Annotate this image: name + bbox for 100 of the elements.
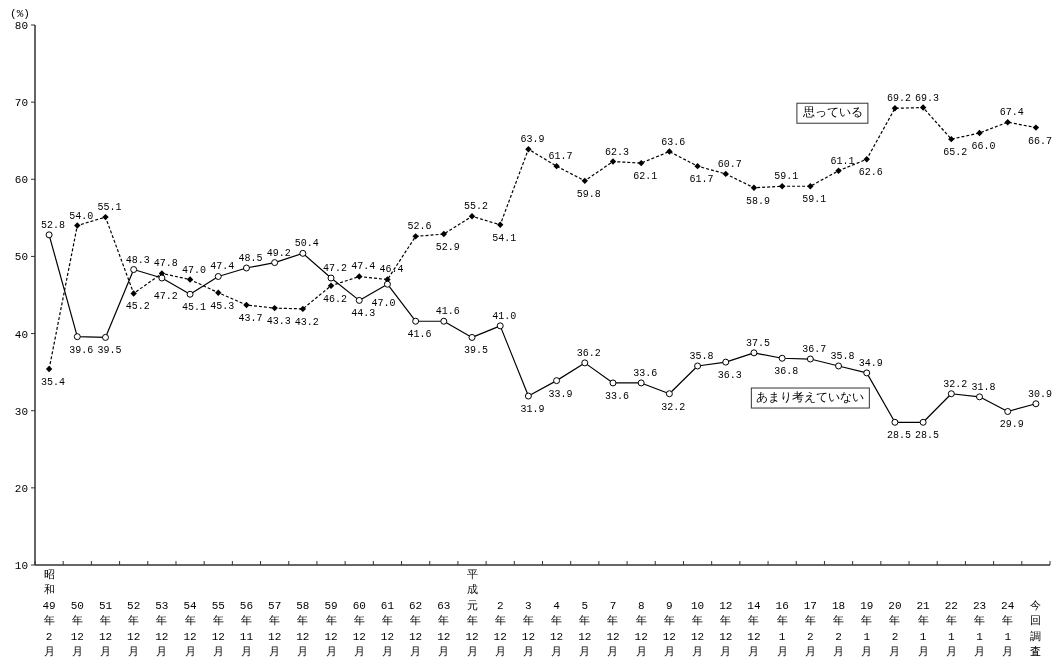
point	[919, 418, 927, 426]
data-label: 67.4	[999, 107, 1024, 119]
point	[722, 170, 729, 178]
point	[496, 322, 504, 330]
point	[694, 362, 702, 370]
point	[524, 392, 532, 400]
point	[694, 162, 701, 170]
point	[1004, 119, 1011, 126]
data-label: 45.3	[210, 300, 235, 312]
data-label: 34.9	[858, 357, 883, 369]
data-label: 47.8	[153, 258, 178, 270]
data-label: 66.7	[1027, 135, 1052, 147]
point	[750, 349, 758, 357]
point	[863, 156, 870, 163]
data-label: 41.0	[492, 310, 517, 322]
point	[637, 379, 645, 387]
data-label: 45.1	[182, 302, 207, 314]
data-label: 52.8	[41, 219, 66, 231]
data-label: 45.2	[125, 301, 150, 313]
data-label: 58.9	[745, 195, 770, 207]
point	[440, 317, 448, 325]
data-label: 55.2	[464, 201, 488, 213]
y-tick-label: 60	[14, 174, 28, 187]
point	[299, 305, 307, 313]
point	[807, 183, 814, 190]
point	[1032, 124, 1040, 131]
data-label: 33.6	[633, 367, 658, 379]
data-label: 65.2	[943, 147, 968, 159]
point	[356, 273, 363, 280]
y-tick-label: 80	[14, 20, 28, 32]
point	[891, 105, 899, 112]
point	[271, 304, 278, 312]
data-label: 61.7	[548, 151, 573, 163]
data-label: 52.6	[407, 221, 432, 233]
data-label: 46.4	[379, 264, 404, 276]
y-axis-title: (%)	[10, 8, 30, 20]
point	[73, 333, 81, 341]
data-label: 39.5	[464, 345, 488, 357]
data-label: 46.2	[323, 293, 348, 305]
data-label: 43.3	[266, 316, 291, 328]
point	[299, 249, 307, 257]
y-tick-label: 50	[14, 251, 28, 264]
data-label: 29.9	[999, 419, 1024, 431]
data-label: 47.0	[182, 264, 207, 276]
data-label: 31.8	[971, 381, 996, 393]
point	[778, 183, 786, 190]
data-label: 32.2	[661, 401, 686, 413]
point	[130, 266, 138, 274]
point	[102, 213, 109, 221]
data-label: 63.9	[520, 134, 545, 146]
data-label: 33.9	[548, 388, 573, 400]
data-label: 69.2	[886, 93, 911, 105]
point	[891, 418, 899, 426]
data-label: 59.1	[802, 194, 827, 206]
data-label: 41.6	[407, 329, 432, 341]
point	[666, 148, 673, 155]
data-label: 60.7	[717, 158, 742, 170]
data-label: 47.0	[371, 297, 396, 309]
data-label: 59.8	[576, 188, 601, 200]
point	[553, 377, 561, 385]
data-label: 47.4	[351, 261, 376, 273]
point	[948, 135, 955, 143]
data-label: 63.6	[661, 136, 686, 148]
point	[976, 393, 984, 401]
point	[440, 230, 448, 238]
y-tick-label: 10	[14, 560, 28, 572]
point	[327, 282, 335, 289]
point	[243, 301, 250, 309]
data-label: 43.7	[238, 313, 263, 325]
data-label: 62.3	[605, 146, 629, 158]
y-tick-label: 30	[14, 405, 28, 418]
data-label: 48.5	[238, 253, 263, 264]
data-label: 36.8	[774, 366, 799, 378]
point	[919, 104, 927, 111]
data-label: 54.0	[69, 210, 94, 222]
data-label: 35.8	[830, 350, 855, 362]
data-label: 36.2	[576, 347, 601, 359]
data-label: 55.1	[97, 202, 122, 214]
point	[214, 272, 222, 280]
data-label: 36.3	[717, 370, 742, 382]
point	[778, 354, 786, 362]
y-tick-label: 40	[14, 328, 28, 341]
data-label: 62.1	[633, 171, 658, 183]
data-label: 48.3	[125, 254, 150, 266]
data-label: 32.2	[943, 378, 968, 390]
series-label: あまり考えていない	[756, 391, 865, 406]
point	[101, 333, 109, 341]
data-label: 54.1	[492, 232, 517, 244]
data-label: 30.9	[1027, 388, 1052, 400]
data-label: 39.5	[97, 345, 122, 357]
point	[553, 162, 560, 170]
point	[412, 233, 419, 240]
data-label: 33.6	[605, 390, 629, 402]
point	[271, 259, 279, 267]
data-label: 39.6	[69, 344, 94, 356]
data-label: 49.2	[266, 247, 291, 259]
data-label: 69.3	[915, 92, 940, 104]
data-label: 66.0	[971, 141, 996, 152]
data-label: 61.7	[689, 174, 714, 186]
point	[74, 222, 81, 229]
